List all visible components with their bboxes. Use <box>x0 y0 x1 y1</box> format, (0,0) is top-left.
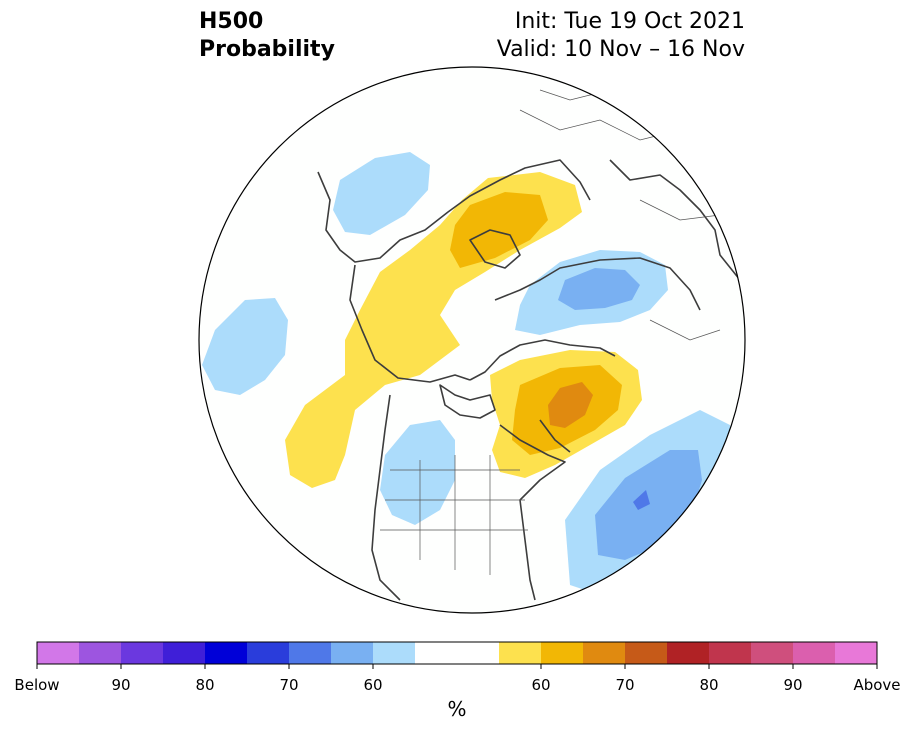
below-normal-north-atlantic-mid <box>595 450 702 560</box>
below-normal-north-atlantic-core <box>633 490 650 510</box>
colorbar-cells <box>37 642 878 664</box>
product-label: Probability <box>199 37 335 62</box>
colorbar-cell <box>457 642 500 664</box>
below-normal-europe-contour <box>333 152 430 235</box>
init-label: Init: Tue 19 Oct 2021 <box>514 9 745 34</box>
colorbar-cell <box>37 642 80 664</box>
colorbar-tick-label: 70 <box>279 676 298 694</box>
colorbar-cell <box>835 642 878 664</box>
map-dates: Init: Tue 19 Oct 2021 Valid: 10 Nov – 16… <box>497 8 745 64</box>
coastlines <box>317 159 741 601</box>
colorbar-tick-label: 90 <box>111 676 130 694</box>
above-normal-arctic-core <box>450 192 548 268</box>
colorbar-tick-label: 70 <box>615 676 634 694</box>
colorbar-cell <box>415 642 458 664</box>
colorbar-cell <box>583 642 626 664</box>
colorbar-cell <box>247 642 290 664</box>
colorbar-cell <box>751 642 794 664</box>
colorbar-unit-label: % <box>447 697 466 721</box>
colorbar-cell <box>709 642 752 664</box>
colorbar-cell <box>289 642 332 664</box>
colorbar-cell <box>793 642 836 664</box>
colorbar-cell <box>541 642 584 664</box>
below-normal-western-us-contour <box>380 420 455 525</box>
colorbar-tick-label: 80 <box>195 676 214 694</box>
below-normal-siberia-core <box>558 268 640 310</box>
colorbar-cell <box>163 642 206 664</box>
colorbar-cell <box>331 642 374 664</box>
borders <box>380 89 721 575</box>
colorbar-ticks: Below 90 80 70 60 60 70 80 90 Above <box>14 664 901 694</box>
valid-label: Valid: 10 Nov – 16 Nov <box>496 37 745 62</box>
map-boundary <box>198 66 746 614</box>
colorbar-cell <box>205 642 248 664</box>
colorbar-cell <box>121 642 164 664</box>
below-normal-north-pacific-contour <box>202 298 288 395</box>
colorbar-tick-label: 90 <box>783 676 802 694</box>
colorbar-frame <box>36 641 878 665</box>
colorbar-cell <box>625 642 668 664</box>
colorbar-cell <box>667 642 710 664</box>
map-title: H500 Probability <box>199 8 335 64</box>
above-normal-hudson-bay-core <box>548 382 593 428</box>
colorbar-tick-label: 60 <box>531 676 550 694</box>
colorbar-tick-label: 60 <box>363 676 382 694</box>
variable-label: H500 <box>199 9 264 34</box>
colorbar-cell <box>499 642 542 664</box>
polar-stereographic-map <box>198 66 746 614</box>
colorbar-cell <box>373 642 416 664</box>
colorbar-cell <box>79 642 122 664</box>
colorbar-tick-label: Above <box>853 676 900 694</box>
colorbar-tick-label: 80 <box>699 676 718 694</box>
colorbar-tick-label: Below <box>14 676 59 694</box>
